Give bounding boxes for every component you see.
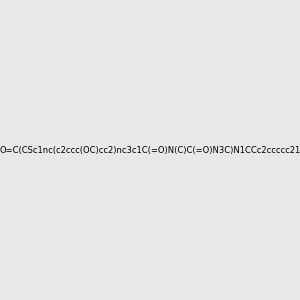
- Text: O=C(CSc1nc(c2ccc(OC)cc2)nc3c1C(=O)N(C)C(=O)N3C)N1CCc2ccccc21: O=C(CSc1nc(c2ccc(OC)cc2)nc3c1C(=O)N(C)C(…: [0, 146, 300, 154]
